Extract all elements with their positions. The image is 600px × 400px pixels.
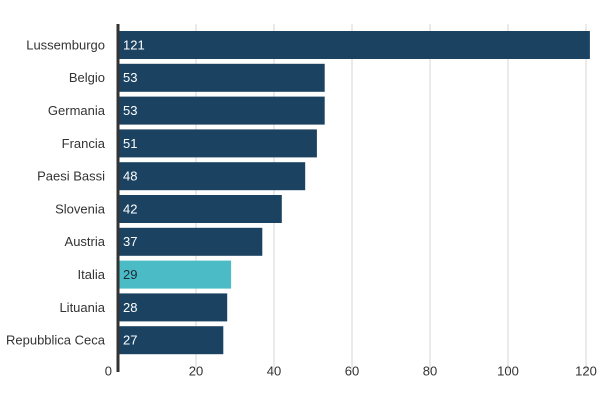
bar-value-label: 53 bbox=[123, 70, 137, 85]
category-labels: Lussemburgo Belgio Germania Francia Paesi Ba… bbox=[6, 37, 106, 347]
x-tick-label: 20 bbox=[189, 363, 203, 378]
bar-italia bbox=[118, 260, 232, 289]
category-label: Repubblica Ceca bbox=[6, 333, 106, 348]
bar-austria bbox=[118, 227, 263, 256]
category-label: Paesi Bassi bbox=[37, 169, 105, 184]
category-label: Francia bbox=[62, 136, 106, 151]
bar-belgio bbox=[118, 63, 325, 92]
x-tick-label: 120 bbox=[575, 363, 597, 378]
bar-francia bbox=[118, 129, 317, 158]
x-tick-label: 80 bbox=[423, 363, 437, 378]
bar-value-label: 48 bbox=[123, 169, 137, 184]
bar-value-label: 51 bbox=[123, 136, 137, 151]
bar-repubblica-ceca bbox=[118, 326, 224, 355]
bar-paesi-bassi bbox=[118, 162, 306, 191]
category-label: Austria bbox=[65, 234, 106, 249]
x-tick-label: 0 bbox=[105, 363, 112, 378]
category-label: Germania bbox=[48, 103, 106, 118]
category-label: Italia bbox=[78, 267, 106, 282]
x-axis-ticks: 0 20 40 60 80 100 120 bbox=[105, 363, 597, 378]
category-label: Lituania bbox=[59, 300, 105, 315]
x-tick-label: 100 bbox=[497, 363, 519, 378]
x-tick-label: 60 bbox=[345, 363, 359, 378]
category-label: Belgio bbox=[69, 70, 105, 85]
bar-lituania bbox=[118, 293, 228, 322]
bar-value-label: 28 bbox=[123, 300, 137, 315]
bar-slovenia bbox=[118, 195, 282, 223]
bar-value-label: 121 bbox=[123, 37, 145, 52]
category-label: Lussemburgo bbox=[26, 37, 105, 52]
bar-value-label: 42 bbox=[123, 201, 137, 216]
bar-value-label: 27 bbox=[123, 333, 137, 348]
bar-germania bbox=[118, 96, 325, 125]
bars: 121 53 53 51 48 42 37 29 28 27 bbox=[118, 31, 590, 355]
category-label: Slovenia bbox=[55, 201, 106, 216]
bar-lussemburgo bbox=[118, 31, 590, 59]
bar-value-label: 29 bbox=[123, 267, 137, 282]
bar-value-label: 37 bbox=[123, 234, 137, 249]
x-tick-label: 40 bbox=[267, 363, 281, 378]
bar-value-label: 53 bbox=[123, 103, 137, 118]
